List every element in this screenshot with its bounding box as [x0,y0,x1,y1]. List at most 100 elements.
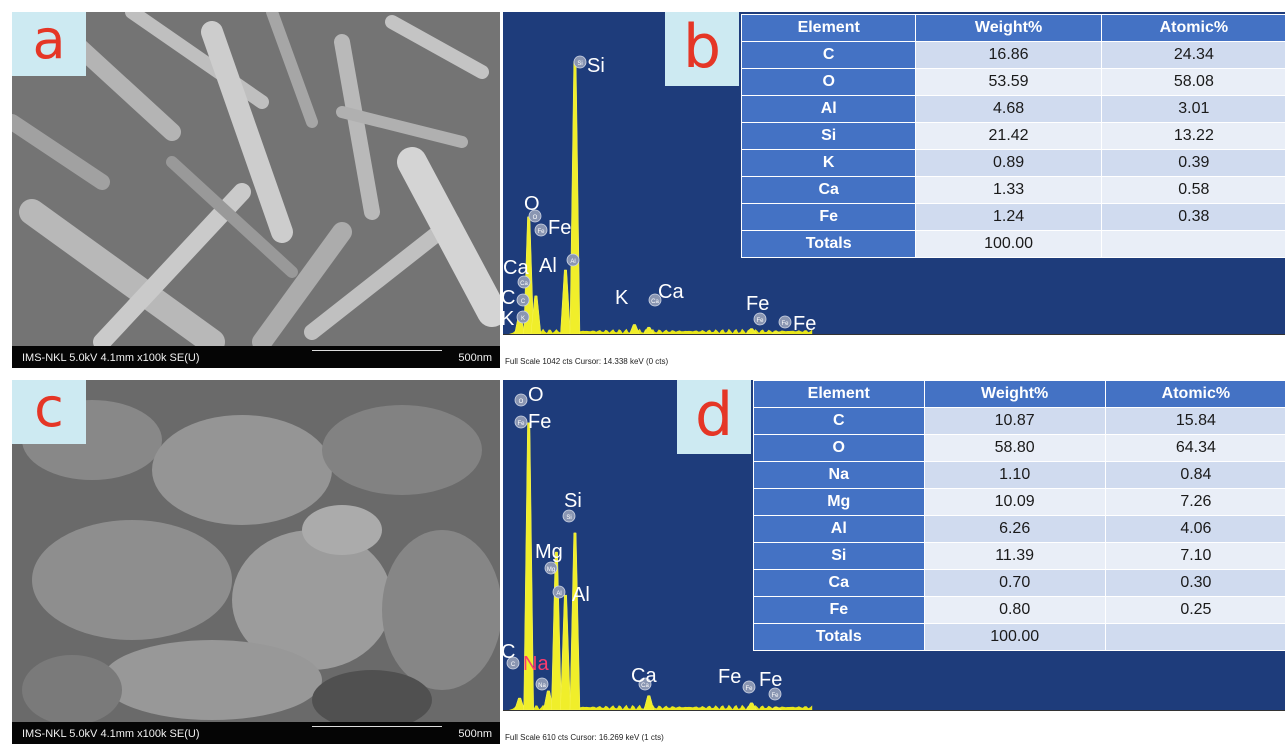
element-badge-text: C [521,299,526,305]
sem-info-text-a: IMS-NKL 5.0kV 4.1mm x100k SE(U) [22,352,200,364]
panel-letter-a: a [12,12,86,76]
table-row: Totals 100.00 [740,230,1285,258]
table-row: Na 1.10 0.84 [753,461,1285,489]
element-badge-text: Fe [771,693,779,699]
peak-label-fe: Fe [548,217,571,239]
value-cell: 0.89 [915,149,1102,177]
element-cell: Totals [740,230,917,258]
table-row: Al 6.26 4.06 [753,515,1285,543]
value-cell: 13.22 [1100,122,1285,150]
table-header-cell: Weight% [915,14,1102,42]
peak-label-si: Si [564,490,582,512]
peak-label-k: K [615,287,629,309]
value-cell: 3.01 [1100,95,1285,123]
spectrum-peak-al [560,269,571,335]
peak-label-o: O [528,384,544,406]
element-badge-text: K [521,316,525,322]
value-cell: 7.26 [1104,488,1285,516]
peak-label-ca: Ca [631,665,657,687]
composition-table-b: Element Weight% Atomic% C 16.86 24.34 O 53.59 58… [740,14,1285,258]
table-header-cell: Element [753,380,925,408]
element-cell: Si [753,542,925,570]
element-badge [573,55,587,69]
table-row: C 16.86 24.34 [740,41,1285,69]
element-badge [562,509,576,523]
sem-image-c: c IMS-NKL 5.0kV 4.1mm x100k SE(U) 500nm [12,380,500,744]
element-badge-text: Fe [745,686,753,692]
sem-image-a: a IMS-NKL 5.0kV 4.1mm x100k SE(U) 500nm [12,12,500,368]
peak-label-fe: Fe [759,669,782,691]
element-cell: C [740,41,917,69]
table-row: K 0.89 0.39 [740,149,1285,177]
value-cell: 0.25 [1104,596,1285,624]
element-badge-text: Si [566,515,571,521]
element-badge [742,680,756,694]
value-cell: 16.86 [915,41,1102,69]
element-cell: Totals [753,623,925,651]
table-row: Al 4.68 3.01 [740,95,1285,123]
table-row: Ca 1.33 0.58 [740,176,1285,204]
table-row: Si 21.42 13.22 [740,122,1285,150]
element-badge [638,677,652,691]
element-badge [535,677,549,691]
element-badge [517,275,531,289]
table-header-cell: Weight% [923,380,1106,408]
value-cell: 1.24 [915,203,1102,231]
element-badge [566,253,580,267]
value-cell: 1.10 [923,461,1106,489]
element-badge-text: Fe [756,318,764,324]
value-cell: 58.80 [923,434,1106,462]
element-badge [552,585,566,599]
table-header-cell: Atomic% [1100,14,1285,42]
value-cell: 24.34 [1100,41,1285,69]
value-cell: 0.39 [1100,149,1285,177]
sem-scale-label-c: 500nm [458,728,492,740]
value-cell: 1.33 [915,176,1102,204]
element-badge-text: Fe [517,421,525,427]
table-row: O 53.59 58.08 [740,68,1285,96]
eds-scale-info-d: Full Scale 610 cts Cursor: 16.269 keV (1… [505,733,664,742]
value-cell: 0.84 [1104,461,1285,489]
value-cell: 100.00 [923,623,1106,651]
value-cell: 0.70 [923,569,1106,597]
peak-label-o: O [524,193,540,215]
peak-label-c: C [503,641,515,663]
value-cell: 0.30 [1104,569,1285,597]
element-badge [516,293,530,307]
spectrum-baseline [509,704,813,710]
value-cell: 4.68 [915,95,1102,123]
element-badge-text: Al [556,591,561,597]
value-cell: 53.59 [915,68,1102,96]
value-cell: 10.87 [923,407,1106,435]
value-cell: 7.10 [1104,542,1285,570]
peak-label-al: Al [572,584,590,606]
sem-scale-bar-a [312,350,442,359]
table-header-cell: Element [740,14,917,42]
eds-panel-b: 01234567891011121314151617181920keVSiSiO… [503,12,1285,368]
value-cell: 0.80 [923,596,1106,624]
spectrum-peak-si [569,61,581,335]
spectrum-peak-ca [643,695,655,711]
panel-letter-d: d [677,380,751,454]
value-cell: 64.34 [1104,434,1285,462]
element-badge [648,293,662,307]
sem-texture-a [12,12,500,368]
table-header-row: Element Weight% Atomic% [753,380,1285,408]
element-cell: O [740,68,917,96]
element-badge-text: Si [577,61,582,67]
element-cell: Mg [753,488,925,516]
spectrum-baseline [509,328,813,334]
element-badge [534,223,548,237]
peak-label-c: C [503,287,515,309]
element-cell: Al [753,515,925,543]
element-badge-text: Na [538,683,546,689]
value-cell: 21.42 [915,122,1102,150]
element-badge [544,561,558,575]
element-cell: Fe [740,203,917,231]
sem-info-text-c: IMS-NKL 5.0kV 4.1mm x100k SE(U) [22,728,200,740]
element-badge-text: Fe [537,229,545,235]
composition-table-d: Element Weight% Atomic% C 10.87 15.84 O 58.80 64… [753,380,1285,651]
table-row: Totals 100.00 [753,623,1285,651]
element-badge-text: Ca [651,299,659,305]
element-badge-text: Al [570,259,575,265]
